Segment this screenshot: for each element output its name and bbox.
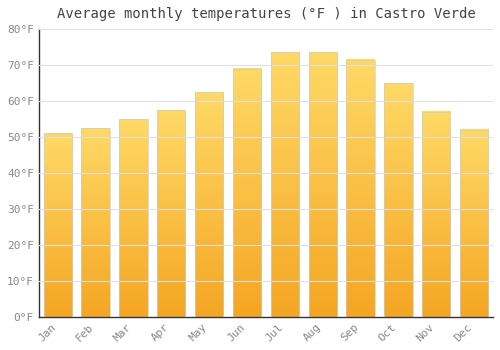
- Bar: [346, 60, 375, 317]
- Bar: [82, 128, 110, 317]
- Bar: [460, 130, 488, 317]
- Bar: [119, 119, 148, 317]
- Bar: [422, 112, 450, 317]
- Bar: [384, 83, 412, 317]
- Title: Average monthly temperatures (°F ) in Castro Verde: Average monthly temperatures (°F ) in Ca…: [56, 7, 476, 21]
- Bar: [157, 110, 186, 317]
- Bar: [44, 133, 72, 317]
- Bar: [270, 52, 299, 317]
- Bar: [195, 92, 224, 317]
- Bar: [233, 69, 261, 317]
- Bar: [308, 52, 337, 317]
